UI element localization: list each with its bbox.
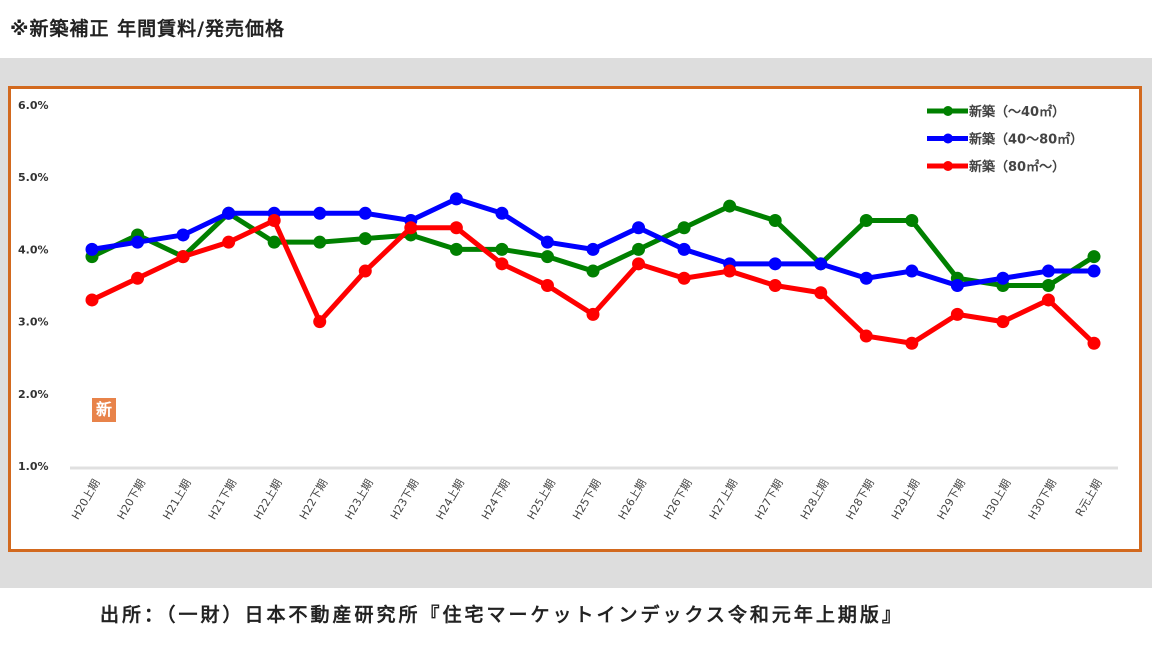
data-point — [586, 307, 600, 321]
source-note: 出所：（一財）日本不動産研究所『住宅マーケットインデックス令和元年上期版』 — [100, 604, 904, 626]
legend-label: 新築（40～80㎡） — [969, 132, 1083, 148]
data-point — [768, 257, 782, 271]
data-point — [131, 235, 145, 249]
data-point — [222, 235, 236, 249]
legend-marker — [943, 133, 953, 144]
data-point — [632, 221, 646, 235]
x-tick-label: H21下期 — [206, 477, 239, 522]
data-point — [85, 242, 99, 256]
x-tick-label: H27上期 — [707, 477, 740, 522]
data-point — [677, 221, 691, 235]
data-point — [1087, 264, 1101, 278]
data-point — [85, 293, 99, 307]
y-tick-label: 6.0% — [18, 99, 49, 112]
data-point — [495, 257, 509, 271]
data-point — [176, 250, 190, 264]
x-tick-label: H24上期 — [434, 477, 467, 522]
data-point — [723, 264, 737, 278]
data-point — [313, 206, 327, 220]
data-point — [632, 242, 646, 256]
data-point — [996, 315, 1010, 329]
data-point — [723, 199, 737, 213]
y-tick-label: 4.0% — [18, 243, 49, 256]
data-point — [905, 214, 919, 228]
x-tick-label: H25上期 — [525, 477, 558, 522]
x-tick-label: H27下期 — [752, 477, 785, 522]
data-point — [1087, 336, 1101, 350]
data-point — [540, 250, 554, 264]
x-tick-label: H30下期 — [1026, 477, 1059, 522]
data-point — [1087, 250, 1101, 264]
y-tick-label: 1.0% — [18, 460, 49, 473]
x-tick-label: H22上期 — [251, 477, 284, 522]
footer-band — [0, 588, 1152, 648]
data-point — [905, 336, 919, 350]
data-point — [449, 192, 463, 206]
data-point — [677, 242, 691, 256]
header-band — [0, 0, 1152, 58]
data-point — [859, 214, 873, 228]
data-point — [859, 329, 873, 343]
x-tick-label: H25下期 — [570, 477, 603, 522]
data-point — [313, 315, 327, 329]
data-point — [677, 271, 691, 285]
x-tick-label: H20下期 — [115, 477, 148, 522]
x-tick-label: H29下期 — [935, 477, 968, 522]
legend-label: 新築（80㎡～） — [969, 159, 1065, 175]
x-tick-label: H30上期 — [980, 477, 1013, 522]
x-tick-label: H26上期 — [616, 477, 649, 522]
data-point — [1041, 279, 1055, 292]
data-point — [632, 257, 646, 271]
data-point — [313, 235, 327, 249]
data-point — [950, 279, 964, 292]
data-point — [905, 264, 919, 278]
data-point — [768, 279, 782, 292]
data-point — [859, 271, 873, 285]
data-point — [176, 228, 190, 242]
x-tick-label: H22下期 — [297, 477, 330, 522]
data-point — [1041, 264, 1055, 278]
data-point — [358, 232, 372, 246]
data-point — [222, 206, 236, 220]
new-badge-icon: 新 — [92, 398, 116, 422]
data-point — [449, 242, 463, 256]
data-point — [449, 221, 463, 235]
data-point — [586, 264, 600, 278]
y-tick-label: 3.0% — [18, 316, 49, 329]
data-point — [814, 257, 828, 271]
data-point — [131, 271, 145, 285]
data-point — [495, 206, 509, 220]
data-point — [540, 235, 554, 249]
data-point — [358, 264, 372, 278]
data-point — [996, 271, 1010, 285]
x-tick-label: H26下期 — [661, 477, 694, 522]
x-tick-label: H21上期 — [160, 477, 193, 522]
x-tick-label: H29上期 — [889, 477, 922, 522]
x-tick-label: H20上期 — [69, 477, 102, 522]
data-point — [267, 235, 281, 249]
data-point — [768, 214, 782, 228]
legend-label: 新築（～40㎡） — [969, 104, 1065, 120]
y-tick-label: 5.0% — [18, 171, 49, 184]
data-point — [950, 307, 964, 321]
data-point — [267, 214, 281, 228]
data-point — [586, 242, 600, 256]
x-tick-label: H23上期 — [342, 477, 375, 522]
legend-marker — [943, 161, 953, 171]
page-title: ※新築補正 年間賃料/発売価格 — [10, 18, 286, 40]
x-tick-label: H28上期 — [798, 477, 831, 522]
data-point — [1041, 293, 1055, 307]
x-tick-label: H28下期 — [843, 477, 876, 522]
x-tick-label: R元上期 — [1073, 477, 1105, 519]
y-tick-label: 2.0% — [18, 388, 49, 401]
data-point — [358, 206, 372, 220]
x-tick-label: H23下期 — [388, 477, 421, 522]
x-tick-label: H24下期 — [479, 477, 512, 522]
data-point — [540, 279, 554, 292]
legend-marker — [943, 106, 953, 116]
data-point — [495, 242, 509, 256]
data-point — [814, 286, 828, 300]
data-point — [404, 221, 418, 235]
